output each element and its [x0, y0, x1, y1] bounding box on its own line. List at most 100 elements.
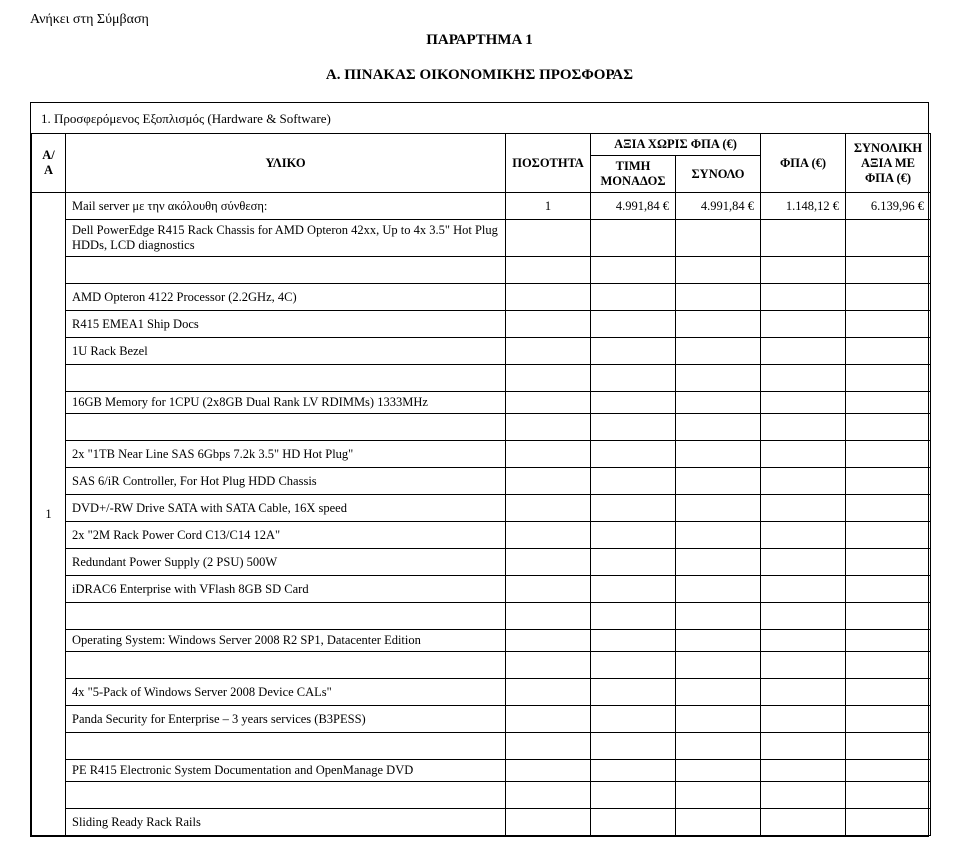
cell-empty: [676, 468, 761, 495]
cell-empty: [506, 809, 591, 836]
cell-empty: [591, 706, 676, 733]
cell-empty: [591, 782, 676, 809]
table-caption: 1. Προσφερόμενος Εξοπλισμός (Hardware & …: [31, 103, 928, 133]
cell-empty: [506, 311, 591, 338]
cell-empty: [761, 414, 846, 441]
cell-empty: [761, 441, 846, 468]
cell-desc: [66, 414, 506, 441]
cell-empty: [506, 257, 591, 284]
cell-desc: Operating System: Windows Server 2008 R2…: [66, 630, 506, 652]
cell-empty: [591, 284, 676, 311]
cell-empty: [846, 311, 931, 338]
cell-empty: [761, 311, 846, 338]
cell-empty: [676, 679, 761, 706]
table-row: Operating System: Windows Server 2008 R2…: [32, 630, 931, 652]
cell-desc: 4x "5-Pack of Windows Server 2008 Device…: [66, 679, 506, 706]
cell-empty: [846, 679, 931, 706]
cell-empty: [591, 733, 676, 760]
spacer-row: [32, 782, 931, 809]
cell-empty: [676, 733, 761, 760]
cell-empty: [761, 809, 846, 836]
table-row: Sliding Ready Rack Rails: [32, 809, 931, 836]
table-row: SAS 6/iR Controller, For Hot Plug HDD Ch…: [32, 468, 931, 495]
cell-empty: [761, 549, 846, 576]
cell-desc: 2x "2M Rack Power Cord C13/C14 12A": [66, 522, 506, 549]
cell-empty: [676, 652, 761, 679]
cell-empty: [676, 311, 761, 338]
cell-desc: Mail server με την ακόλουθη σύνθεση:: [66, 193, 506, 220]
cell-desc: [66, 365, 506, 392]
cell-empty: [591, 495, 676, 522]
table-row: Redundant Power Supply (2 PSU) 500W: [32, 549, 931, 576]
cell-empty: [761, 782, 846, 809]
cell-empty: [676, 782, 761, 809]
price-table-body: 1Mail server με την ακόλουθη σύνθεση:14.…: [32, 193, 931, 836]
cell-empty: [761, 257, 846, 284]
cell-empty: [591, 576, 676, 603]
cell-empty: [761, 679, 846, 706]
cell-empty: [846, 652, 931, 679]
table-row: Panda Security for Enterprise – 3 years …: [32, 706, 931, 733]
cell-empty: [676, 414, 761, 441]
cell-empty: [846, 284, 931, 311]
cell-empty: [761, 652, 846, 679]
th-posothta: ΠΟΣΟΤΗΤΑ: [506, 134, 591, 193]
cell-desc: SAS 6/iR Controller, For Hot Plug HDD Ch…: [66, 468, 506, 495]
cell-empty: [761, 630, 846, 652]
annex-title: ΠΑΡΑΡΤΗΜΑ 1: [30, 32, 929, 49]
cell-desc: [66, 257, 506, 284]
cell-empty: [846, 338, 931, 365]
cell-empty: [761, 338, 846, 365]
cell-empty: [591, 365, 676, 392]
cell-empty: [676, 392, 761, 414]
cell-empty: [591, 468, 676, 495]
cell-empty: [676, 809, 761, 836]
cell-qty: 1: [506, 193, 591, 220]
cell-empty: [591, 311, 676, 338]
cell-empty: [506, 365, 591, 392]
cell-empty: [506, 220, 591, 257]
cell-empty: [846, 522, 931, 549]
cell-empty: [506, 414, 591, 441]
cell-empty: [591, 809, 676, 836]
cell-empty: [761, 495, 846, 522]
cell-empty: [591, 392, 676, 414]
table-row: 1U Rack Bezel: [32, 338, 931, 365]
cell-empty: [506, 392, 591, 414]
cell-desc: 1U Rack Bezel: [66, 338, 506, 365]
cell-desc: Panda Security for Enterprise – 3 years …: [66, 706, 506, 733]
cell-empty: [761, 365, 846, 392]
cell-empty: [506, 468, 591, 495]
cell-empty: [506, 630, 591, 652]
cell-empty: [676, 495, 761, 522]
cell-empty: [676, 630, 761, 652]
cell-empty: [506, 338, 591, 365]
th-synolikh: ΣΥΝΟΛΙΚΗ ΑΞΙΑ ΜΕ ΦΠΑ (€): [846, 134, 931, 193]
th-fpa: ΦΠΑ (€): [761, 134, 846, 193]
cell-empty: [676, 603, 761, 630]
cell-empty: [846, 630, 931, 652]
cell-empty: [761, 392, 846, 414]
price-table: Α/Α ΥΛΙΚΟ ΠΟΣΟΤΗΤΑ ΑΞΙΑ ΧΩΡΙΣ ΦΠΑ (€) ΦΠ…: [31, 133, 931, 836]
cell-desc: [66, 603, 506, 630]
cell-empty: [506, 733, 591, 760]
cell-desc: DVD+/-RW Drive SATA with SATA Cable, 16X…: [66, 495, 506, 522]
cell-empty: [846, 603, 931, 630]
cell-empty: [506, 679, 591, 706]
cell-empty: [846, 782, 931, 809]
cell-empty: [846, 441, 931, 468]
cell-desc: 16GB Memory for 1CPU (2x8GB Dual Rank LV…: [66, 392, 506, 414]
table-row: R415 EMEA1 Ship Docs: [32, 311, 931, 338]
cell-empty: [761, 706, 846, 733]
cell-desc: Redundant Power Supply (2 PSU) 500W: [66, 549, 506, 576]
cell-empty: [676, 284, 761, 311]
spacer-row: [32, 365, 931, 392]
cell-desc: AMD Opteron 4122 Processor (2.2GHz, 4C): [66, 284, 506, 311]
cell-empty: [591, 679, 676, 706]
cell-desc: [66, 652, 506, 679]
cell-empty: [591, 760, 676, 782]
cell-desc: Dell PowerEdge R415 Rack Chassis for AMD…: [66, 220, 506, 257]
cell-empty: [846, 414, 931, 441]
cell-desc: 2x "1TB Near Line SAS 6Gbps 7.2k 3.5" HD…: [66, 441, 506, 468]
cell-empty: [591, 414, 676, 441]
